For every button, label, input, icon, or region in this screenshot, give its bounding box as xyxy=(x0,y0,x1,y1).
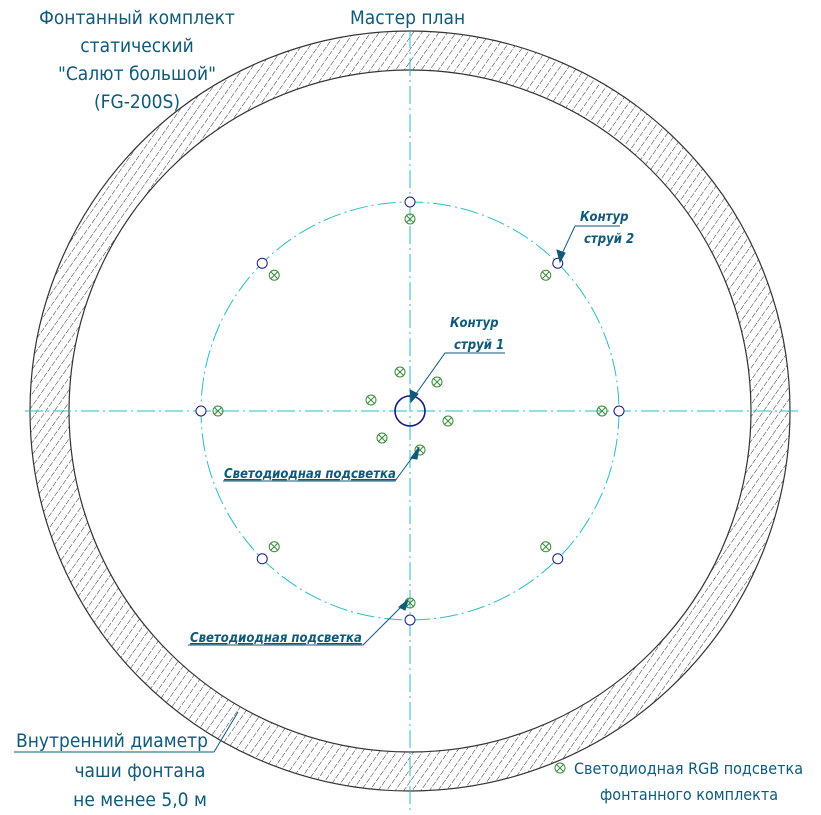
jet-nozzles xyxy=(195,196,625,626)
svg-text:Светодиодная RGB подсветка: Светодиодная RGB подсветка xyxy=(574,759,803,778)
jet-nozzle-icon xyxy=(195,405,207,417)
led-icon xyxy=(596,405,608,417)
led-icon xyxy=(540,541,552,553)
led-icon xyxy=(212,405,224,417)
jet-nozzle-icon xyxy=(256,257,268,269)
led-icon xyxy=(442,415,454,427)
jets-contour-1-label: Контур xyxy=(450,316,498,331)
title-line: Фонтанный комплект xyxy=(39,7,235,29)
title-line: "Салют большой" xyxy=(58,63,216,85)
svg-text:Внутренний диаметр: Внутренний диаметр xyxy=(16,730,208,752)
jets-contour-2-label: струй 2 xyxy=(584,232,634,247)
led-icon xyxy=(540,269,552,281)
led-icon xyxy=(394,366,406,378)
led-legend-icon xyxy=(554,762,566,774)
inner-diameter-note: Внутренний диаметр чаши фонтана не менее… xyxy=(14,711,239,811)
title-line: (FG-200S) xyxy=(94,91,180,113)
svg-text:чаши фонтана: чаши фонтана xyxy=(74,760,205,782)
led-icon xyxy=(431,376,443,388)
jets-contour-2-label: Контур xyxy=(580,210,628,225)
title-line: статический xyxy=(80,35,193,57)
jet-nozzle-icon xyxy=(404,196,416,208)
led-lighting-label-lower: Светодиодная подсветка xyxy=(190,631,362,646)
jets-contour-1-label: струй 1 xyxy=(454,338,504,353)
led-lighting-label-upper: Светодиодная подсветка xyxy=(224,467,396,482)
led-icon xyxy=(365,394,377,406)
title-block: Фонтанный комплект статический "Салют бо… xyxy=(39,7,235,113)
svg-text:не менее 5,0 м: не менее 5,0 м xyxy=(73,789,207,811)
led-icon xyxy=(268,269,280,281)
led-icon xyxy=(376,432,388,444)
led-icon xyxy=(268,541,280,553)
svg-text:фонтанного комплекта: фонтанного комплекта xyxy=(600,785,778,804)
jet-nozzle-icon xyxy=(256,553,268,565)
legend: Светодиодная RGB подсветка фонтанного ко… xyxy=(554,759,803,804)
led-icon xyxy=(404,213,416,225)
plan-title: Мастер план xyxy=(350,7,465,29)
jet-nozzle-icon xyxy=(404,614,416,626)
jet-nozzle-icon xyxy=(613,405,625,417)
leader-lines xyxy=(188,225,620,646)
jet-nozzle-icon xyxy=(552,553,564,565)
